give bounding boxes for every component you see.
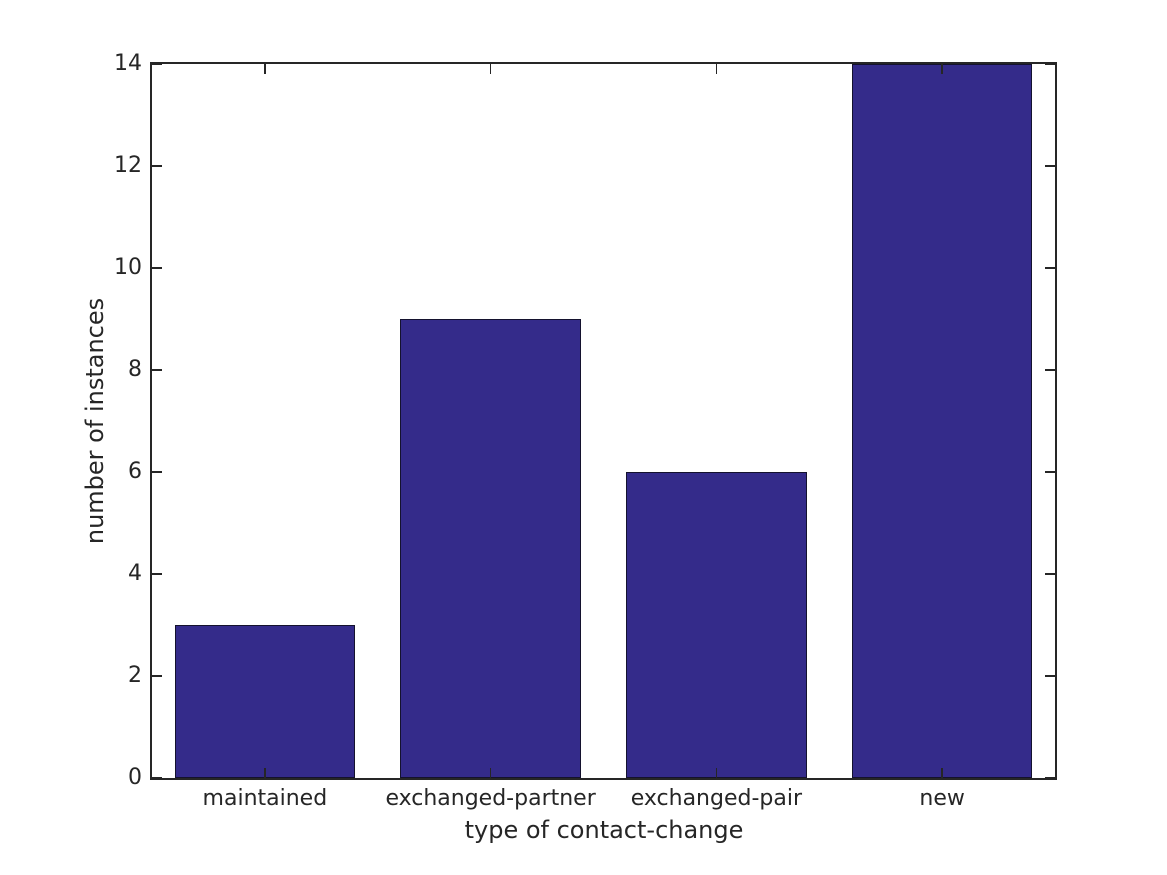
y-tick-left <box>152 63 162 65</box>
y-tick-label: 0 <box>128 765 142 790</box>
y-tick-label: 4 <box>128 561 142 586</box>
x-axis-label: type of contact-change <box>464 816 744 844</box>
bar-new <box>851 64 1033 778</box>
y-tick-right <box>1045 777 1055 779</box>
y-tick-left <box>152 165 162 167</box>
plot-area <box>150 62 1057 780</box>
y-tick-right <box>1045 369 1055 371</box>
y-tick-label: 14 <box>114 51 142 76</box>
y-axis-label: number of instances <box>81 297 109 545</box>
x-tick-top <box>489 64 492 74</box>
bar-maintained <box>174 625 356 778</box>
y-tick-left <box>152 471 162 473</box>
y-tick-right <box>1045 573 1055 575</box>
x-tick-label: new <box>919 786 965 811</box>
x-tick-bottom <box>264 768 266 778</box>
x-tick-bottom <box>489 768 492 778</box>
y-tick-left <box>152 573 162 575</box>
y-tick-right <box>1045 165 1055 167</box>
y-tick-right <box>1045 675 1055 677</box>
x-tick-label: exchanged-partner <box>385 786 596 811</box>
bar-exchanged-pair <box>626 472 807 778</box>
x-tick-top <box>715 64 718 74</box>
y-tick-label: 10 <box>114 255 142 280</box>
x-tick-bottom <box>941 768 943 778</box>
y-tick-left <box>152 267 162 269</box>
y-tick-label: 2 <box>128 663 142 688</box>
y-tick-right <box>1045 471 1055 473</box>
y-tick-left <box>152 369 162 371</box>
x-tick-top <box>941 64 943 74</box>
x-tick-label: exchanged-pair <box>630 786 803 811</box>
x-tick-bottom <box>715 768 718 778</box>
y-tick-label: 8 <box>128 357 142 382</box>
y-tick-label: 6 <box>128 459 142 484</box>
y-tick-left <box>152 675 162 677</box>
y-tick-left <box>152 777 162 779</box>
y-tick-label: 12 <box>114 153 142 178</box>
x-tick-top <box>264 64 266 74</box>
bar-exchanged-partner <box>400 319 581 778</box>
y-tick-right <box>1045 63 1055 65</box>
x-tick-label: maintained <box>202 786 328 811</box>
y-tick-right <box>1045 267 1055 269</box>
